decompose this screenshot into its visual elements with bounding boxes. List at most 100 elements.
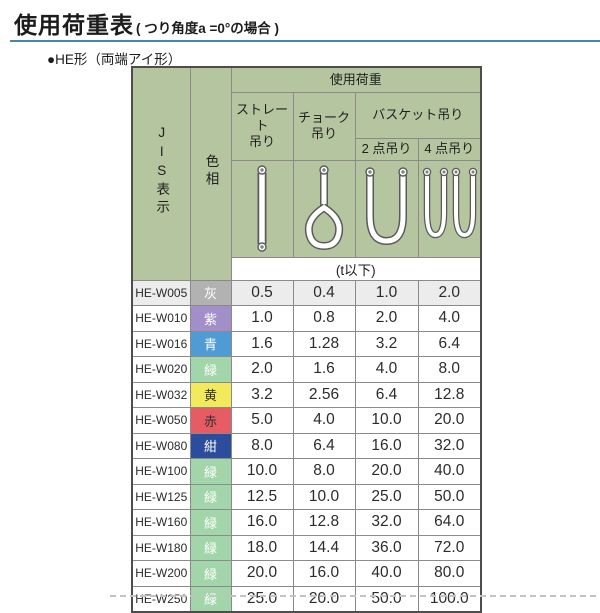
load-value-cell: 50.0 <box>354 585 419 612</box>
load-value-cell: 0.8 <box>292 305 356 332</box>
load-value-cell: 100.0 <box>417 585 482 612</box>
color-swatch-cell: 緑 <box>189 458 232 485</box>
page: { "page": { "title": "使用荷重表", "title_not… <box>10 6 600 613</box>
load-value-cell: 12.8 <box>292 509 356 536</box>
color-swatch-cell: 紺 <box>189 432 232 459</box>
load-value-cell: 20.0 <box>230 560 294 587</box>
jis-code-cell: HE-W010 <box>131 305 191 332</box>
load-value-cell: 32.0 <box>354 509 419 536</box>
header-color: 色相 <box>189 66 232 281</box>
load-value-cell: 2.0 <box>417 279 482 306</box>
jis-code-cell: HE-W180 <box>131 534 191 561</box>
header-color-label: 色相 <box>203 153 219 189</box>
load-value-cell: 3.2 <box>230 381 294 408</box>
load-value-cell: 0.4 <box>292 279 356 306</box>
load-value-cell: 40.0 <box>417 458 482 485</box>
choke-sling-icon <box>292 159 356 258</box>
jis-code-cell: HE-W032 <box>131 381 191 408</box>
basket-4point-icon <box>417 159 482 258</box>
load-value-cell: 2.0 <box>230 356 294 383</box>
load-table-wrapper: JIS表示 色相 使用荷重 ストレート 吊り チョーク 吊り バスケット吊り 2… <box>131 66 482 613</box>
load-value-cell: 20.0 <box>354 458 419 485</box>
load-value-cell: 1.0 <box>354 279 419 306</box>
color-swatch-cell: 灰 <box>189 279 232 306</box>
jis-code-cell: HE-W160 <box>131 509 191 536</box>
color-swatch-cell: 緑 <box>189 534 232 561</box>
header-jis: JIS表示 <box>131 66 191 281</box>
load-value-cell: 4.0 <box>417 305 482 332</box>
load-value-cell: 64.0 <box>417 509 482 536</box>
header-choke: チョーク 吊り <box>292 91 356 161</box>
load-value-cell: 6.4 <box>292 432 356 459</box>
table-row: HE-W050 赤 5.0 4.0 10.0 20.0 <box>131 407 482 434</box>
table-row: HE-W100 緑 10.0 8.0 20.0 40.0 <box>131 458 482 485</box>
color-swatch-cell: 青 <box>189 330 232 357</box>
load-value-cell: 40.0 <box>354 560 419 587</box>
jis-code-cell: HE-W005 <box>131 279 191 306</box>
load-value-cell: 2.56 <box>292 381 356 408</box>
color-swatch-cell: 緑 <box>189 560 232 587</box>
load-value-cell: 10.0 <box>230 458 294 485</box>
table-row: HE-W200 緑 20.0 16.0 40.0 80.0 <box>131 560 482 587</box>
load-value-cell: 25.0 <box>354 483 419 510</box>
header-basket-2point: 2 点吊り <box>354 137 419 161</box>
table-row: HE-W016 青 1.6 1.28 3.2 6.4 <box>131 330 482 357</box>
title-divider-line <box>10 40 600 42</box>
load-value-cell: 16.0 <box>292 560 356 587</box>
jis-code-cell: HE-W020 <box>131 356 191 383</box>
load-value-cell: 5.0 <box>230 407 294 434</box>
table-row: HE-W010 紫 1.0 0.8 2.0 4.0 <box>131 305 482 332</box>
load-value-cell: 6.4 <box>417 330 482 357</box>
load-value-cell: 72.0 <box>417 534 482 561</box>
table-row: HE-W005 灰 0.5 0.4 1.0 2.0 <box>131 279 482 306</box>
load-value-cell: 8.0 <box>292 458 356 485</box>
color-swatch-cell: 緑 <box>189 585 232 612</box>
jis-code-cell: HE-W250 <box>131 585 191 612</box>
load-value-cell: 8.0 <box>417 356 482 383</box>
table-row: HE-W020 緑 2.0 1.6 4.0 8.0 <box>131 356 482 383</box>
load-value-cell: 36.0 <box>354 534 419 561</box>
load-value-cell: 1.28 <box>292 330 356 357</box>
table-row: HE-W032 黄 3.2 2.56 6.4 12.8 <box>131 381 482 408</box>
load-value-cell: 16.0 <box>354 432 419 459</box>
basket-2point-icon <box>354 159 419 258</box>
load-value-cell: 4.0 <box>292 407 356 434</box>
page-title-note: ( つり角度a =0°の場合 ) <box>136 21 280 36</box>
load-value-cell: 1.6 <box>292 356 356 383</box>
load-value-cell: 2.0 <box>354 305 419 332</box>
header-straight: ストレート 吊り <box>230 91 294 161</box>
header-jis-label: JIS表示 <box>154 125 170 218</box>
jis-code-cell: HE-W050 <box>131 407 191 434</box>
load-value-cell: 0.5 <box>230 279 294 306</box>
color-swatch-cell: 赤 <box>189 407 232 434</box>
load-value-cell: 20.0 <box>292 585 356 612</box>
table-row: HE-W125 緑 12.5 10.0 25.0 50.0 <box>131 483 482 510</box>
color-swatch-cell: 紫 <box>189 305 232 332</box>
jis-code-cell: HE-W100 <box>131 458 191 485</box>
table-row: HE-W180 緑 18.0 14.4 36.0 72.0 <box>131 534 482 561</box>
header-load: 使用荷重 <box>230 66 482 93</box>
table-row: HE-W250 緑 25.0 20.0 50.0 100.0 <box>131 585 482 612</box>
jis-code-cell: HE-W200 <box>131 560 191 587</box>
section-label: ●HE形（両端アイ形） <box>47 52 182 67</box>
page-title: 使用荷重表 <box>14 12 134 38</box>
jis-code-cell: HE-W080 <box>131 432 191 459</box>
load-value-cell: 6.4 <box>354 381 419 408</box>
table-body: HE-W005 灰 0.5 0.4 1.0 2.0 HE-W010 紫 1.0 0.8 2.0 4.0… <box>131 279 482 612</box>
load-value-cell: 25.0 <box>230 585 294 612</box>
load-value-cell: 12.5 <box>230 483 294 510</box>
color-swatch-cell: 緑 <box>189 483 232 510</box>
header-basket-4point: 4 点吊り <box>417 137 482 161</box>
table-row: HE-W080 紺 8.0 6.4 16.0 32.0 <box>131 432 482 459</box>
table-row: HE-W160 緑 16.0 12.8 32.0 64.0 <box>131 509 482 536</box>
load-value-cell: 20.0 <box>417 407 482 434</box>
header-basket: バスケット吊り <box>354 91 482 139</box>
color-swatch-cell: 緑 <box>189 356 232 383</box>
jis-code-cell: HE-W016 <box>131 330 191 357</box>
load-value-cell: 18.0 <box>230 534 294 561</box>
load-value-cell: 14.4 <box>292 534 356 561</box>
load-value-cell: 3.2 <box>354 330 419 357</box>
load-value-cell: 1.0 <box>230 305 294 332</box>
load-value-cell: 8.0 <box>230 432 294 459</box>
page-title-bar: 使用荷重表( つり角度a =0°の場合 ) <box>14 6 279 40</box>
